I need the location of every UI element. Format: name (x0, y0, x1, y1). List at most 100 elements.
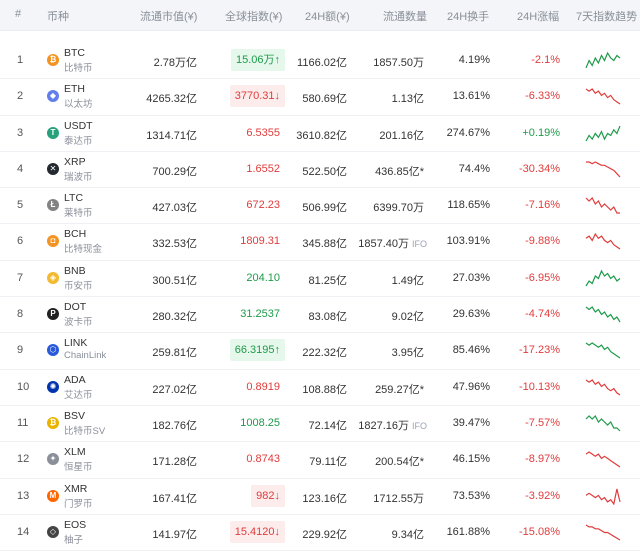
table-row[interactable]: 10 ✺ ADA 艾达币 227.02亿 0.8919 108.88亿 259.27亿* 47.… (0, 370, 640, 406)
coin-symbol[interactable]: LTC (64, 192, 84, 205)
rank-number: 5 (17, 199, 24, 212)
market-cap: 2.78万亿 (153, 57, 197, 69)
ifo-tag: IFO (412, 239, 427, 250)
sparkline-7d (585, 378, 621, 396)
coin-symbol[interactable]: ADA (64, 373, 86, 386)
coin-name[interactable]: 波卡币 (64, 317, 93, 329)
header-turnover[interactable]: 24H换手 (447, 11, 490, 23)
coin-name[interactable]: 比特现金 (64, 244, 103, 256)
turnover-24h: 103.91% (446, 235, 490, 248)
global-index: 1809.31 (240, 235, 280, 248)
supply-value: 436.85亿* (375, 165, 424, 178)
coin-symbol[interactable]: DOT (64, 301, 87, 314)
table-row[interactable]: 9 ⬡ LINK ChainLink 259.81亿 66.3195↑ 222.32亿 3.9… (0, 333, 640, 370)
turnover-24h: 85.46% (452, 344, 490, 357)
market-cap: 332.53亿 (152, 238, 197, 251)
coin-name[interactable]: 恒星币 (64, 462, 93, 474)
coin-symbol[interactable]: XLM (64, 446, 86, 459)
coin-symbol[interactable]: EOS (64, 518, 87, 531)
table-row[interactable]: 11 ₿ BSV 比特币SV 182.76亿 1008.25 72.14亿 1827.16万 I… (0, 406, 640, 443)
market-cap: 700.29亿 (152, 165, 197, 178)
supply-value: 259.27亿* (375, 383, 424, 396)
table-row[interactable]: 13 M XMR 门罗币 167.41亿 982↓ 123.16亿 1712.55万 73.53… (0, 479, 640, 515)
coin-name[interactable]: ChainLink (64, 350, 107, 362)
table-row[interactable]: 1 ₿ BTC 比特币 2.78万亿 15.06万↑ 1166.02亿 1857.50万 4.1… (0, 43, 640, 80)
turnover-24h: 74.4% (458, 162, 490, 175)
turnover-24h: 274.67% (446, 126, 490, 139)
coin-name[interactable]: 比特币 (64, 63, 93, 74)
change-24h: -9.88% (525, 235, 560, 248)
supply-value: 201.16亿 (379, 129, 424, 142)
global-index: 66.3195↑ (229, 339, 285, 362)
coin-name[interactable]: 比特币SV (64, 425, 106, 437)
header-rank[interactable]: # (15, 8, 22, 20)
coin-name[interactable]: 瑞波币 (64, 171, 93, 183)
coin-symbol[interactable]: ETH (64, 83, 85, 96)
change-24h: -30.34% (519, 162, 560, 175)
sparkline-7d (585, 269, 621, 287)
market-cap: 167.41亿 (152, 492, 197, 505)
coin-symbol[interactable]: BNB (64, 264, 86, 277)
sparkline-path (585, 414, 621, 432)
supply-value: 200.54亿* (375, 456, 424, 469)
global-index: 1008.25 (240, 416, 280, 429)
coin-name[interactable]: 莱特币 (64, 208, 93, 220)
rank-number: 10 (17, 380, 30, 393)
table-row[interactable]: 8 P DOT 波卡币 280.32亿 31.2537 83.08亿 9.02亿 29.63% -… (0, 297, 640, 334)
rank-number: 7 (17, 271, 24, 284)
coin-symbol[interactable]: USDT (64, 119, 93, 132)
eos-icon: ◇ (47, 525, 59, 538)
global-index: 3770.31↓ (229, 85, 285, 108)
table-row[interactable]: 4 ✕ XRP 瑞波币 700.29亿 1.6552 522.50亿 436.85亿* 74.4… (0, 152, 640, 189)
coin-name[interactable]: 门罗币 (64, 498, 93, 510)
coin-symbol[interactable]: XMR (64, 482, 88, 495)
header-market-cap[interactable]: 流通市值(¥) (140, 11, 198, 23)
coin-name[interactable]: 艾达币 (64, 389, 93, 401)
rank-number: 11 (17, 416, 29, 429)
coin-symbol[interactable]: BTC (64, 47, 85, 59)
table-row[interactable]: 2 ◆ ETH 以太坊 4265.32亿 3770.31↓ 580.69亿 1.13亿 13.6… (0, 79, 640, 116)
global-index: 15.4120↓ (229, 520, 285, 543)
global-index: 1.6552 (246, 162, 280, 175)
sparkline-7d (585, 88, 621, 105)
change-24h: -2.1% (531, 54, 560, 66)
market-cap: 227.02亿 (152, 383, 197, 396)
volume-24h: 229.92亿 (302, 528, 347, 541)
coin-symbol[interactable]: LINK (64, 337, 88, 350)
header-volume[interactable]: 24H额(¥) (305, 11, 350, 23)
rank-number: 2 (17, 90, 24, 103)
sparkline-path (585, 306, 621, 323)
rank-number: 9 (17, 344, 24, 357)
coin-name[interactable]: 柚子 (64, 534, 84, 546)
supply: 1827.16万 IFO (358, 417, 427, 433)
supply: 1857.40万 IFO (358, 235, 427, 251)
coin-symbol[interactable]: BSV (64, 409, 86, 422)
sparkline-7d (585, 125, 621, 141)
volume-24h: 522.50亿 (302, 165, 347, 178)
global-index: 672.23 (246, 199, 280, 212)
table-row[interactable]: 5 Ł LTC 莱特币 427.03亿 672.23 506.99亿 6399.70万 118.… (0, 188, 640, 225)
header-global-index[interactable]: 全球指数(¥) (225, 11, 283, 23)
header-change[interactable]: 24H涨幅 (517, 11, 560, 23)
coin-name[interactable]: 以太坊 (64, 99, 93, 111)
header-supply[interactable]: 流通数量 (383, 11, 427, 23)
global-index: 0.8743 (246, 453, 280, 466)
volume-24h: 108.88亿 (302, 383, 347, 396)
volume-24h: 72.14亿 (308, 419, 347, 432)
volume-24h: 79.11亿 (309, 456, 347, 469)
coin-name[interactable]: 泰达币 (64, 135, 93, 147)
coin-symbol[interactable]: XRP (64, 155, 86, 168)
change-24h: -7.16% (525, 199, 560, 212)
supply-value: 6399.70万 (373, 202, 424, 215)
coin-name[interactable]: 币安币 (64, 280, 93, 292)
table-row[interactable]: 12 ✦ XLM 恒星币 171.28亿 0.8743 79.11亿 200.54亿* 46.1… (0, 442, 640, 479)
table-row[interactable]: 6 ◘ BCH 比特现金 332.53亿 1809.31 345.88亿 1857.40万 IF… (0, 224, 640, 261)
supply: 436.85亿* (375, 163, 427, 179)
header-coin[interactable]: 币种 (47, 11, 69, 23)
table-row[interactable]: 14 ◇ EOS 柚子 141.97亿 15.4120↓ 229.92亿 9.34亿 161.8… (0, 515, 640, 551)
table-row[interactable]: 3 T USDT 泰达币 1314.71亿 6.5355 3610.82亿 201.16亿 27… (0, 116, 640, 152)
coin-symbol[interactable]: BCH (64, 228, 87, 241)
table-row[interactable]: 7 ◈ BNB 币安币 300.51亿 204.10 81.25亿 1.49亿 27.03% -6… (0, 261, 640, 298)
global-index: 15.06万↑ (230, 49, 285, 71)
supply: 259.27亿* (375, 381, 427, 397)
